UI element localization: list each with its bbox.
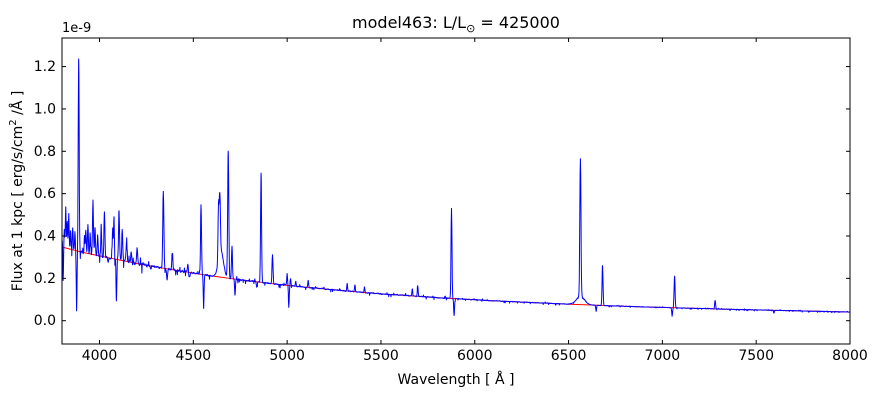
y-axis-label: Flux at 1 kpc [ erg/s/cm2 /Å ] xyxy=(8,91,26,292)
plot-area xyxy=(62,38,850,344)
x-tick-label: 5500 xyxy=(363,348,399,364)
x-tick-label: 6500 xyxy=(551,348,587,364)
y-tick-label: 0.4 xyxy=(34,228,56,244)
x-tick-label: 8000 xyxy=(832,348,868,364)
series-layer xyxy=(61,58,851,317)
plot-title: model463: L/L⊙ = 425000 xyxy=(352,13,560,35)
y-tick-label: 0.0 xyxy=(34,313,56,329)
axes-frame xyxy=(61,37,851,345)
x-tick-label: 4000 xyxy=(82,348,118,364)
y-tick-label: 0.6 xyxy=(34,186,56,202)
x-axis-label: Wavelength [ Å ] xyxy=(398,371,515,388)
y-tick-label: 1.2 xyxy=(34,59,56,75)
y-tick-label: 0.2 xyxy=(34,271,56,287)
y-tick-label: 0.8 xyxy=(34,144,56,160)
y-tick-label: 1.0 xyxy=(34,101,56,117)
spectrum-series-line xyxy=(61,58,851,317)
x-tick-label: 7000 xyxy=(645,348,681,364)
x-tick-label: 7500 xyxy=(738,348,774,364)
x-tick-label: 4500 xyxy=(176,348,212,364)
y-axis-offset-label: 1e-9 xyxy=(62,21,91,36)
tick-labels-layer: 4000 4500 5000 5500 6000 6500 7000 7500 8000 0.0 0… xyxy=(34,59,868,364)
x-tick-label: 6000 xyxy=(457,348,493,364)
x-tick-label: 5000 xyxy=(269,348,305,364)
